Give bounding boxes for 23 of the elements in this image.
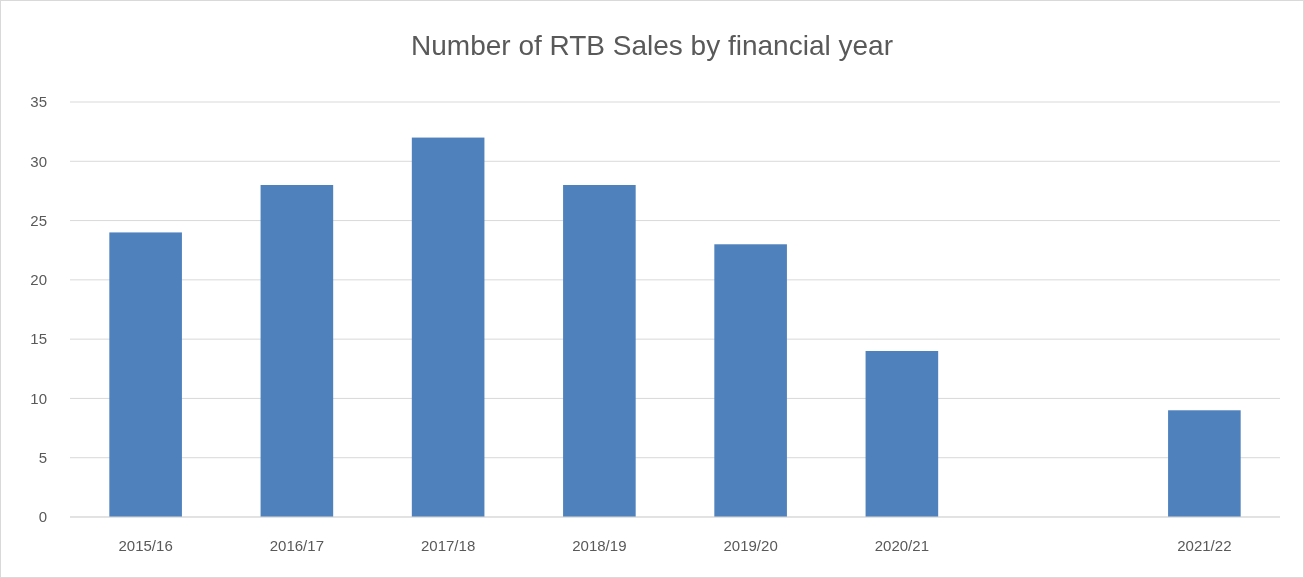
bar	[1168, 410, 1241, 517]
y-tick-label: 25	[30, 211, 47, 229]
chart-title: Number of RTB Sales by financial year	[411, 30, 893, 61]
bar	[260, 185, 334, 517]
x-tick-label: 2018/19	[572, 537, 627, 554]
y-tick-label: 20	[30, 271, 47, 289]
y-tick-label: 35	[30, 93, 47, 111]
x-tick-label: 2016/17	[269, 537, 324, 554]
y-tick-label: 5	[38, 448, 47, 466]
x-tick-label: 2017/18	[421, 537, 476, 554]
y-tick-label: 10	[30, 389, 47, 407]
bar	[714, 244, 787, 517]
bar	[865, 351, 939, 517]
bar	[563, 185, 636, 517]
bar	[411, 137, 485, 517]
y-tick-label: 0	[38, 508, 47, 526]
x-tick-label: 2021/22	[1177, 537, 1232, 554]
x-tick-label: 2015/16	[118, 537, 173, 554]
y-tick-label: 30	[30, 152, 47, 170]
x-tick-label: 2019/20	[723, 537, 778, 554]
y-tick-label: 15	[30, 330, 47, 348]
bar	[109, 232, 182, 517]
x-tick-label: 2020/21	[874, 537, 929, 554]
